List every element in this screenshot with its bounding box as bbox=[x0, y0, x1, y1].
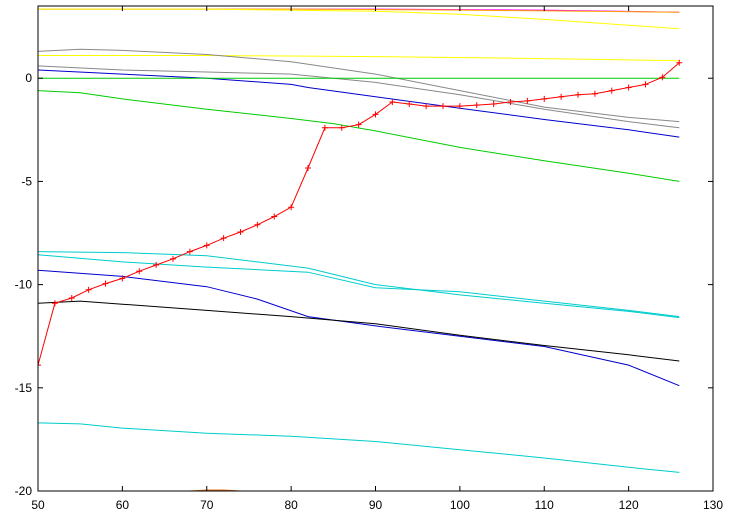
series-15-point-5 bbox=[102, 280, 109, 287]
series-15-point-2 bbox=[51, 300, 58, 307]
series-15-point-6 bbox=[119, 275, 126, 282]
x-tick-label: 110 bbox=[535, 498, 554, 512]
plot-frame bbox=[37, 5, 714, 492]
series-15-point-34 bbox=[591, 90, 598, 97]
series-15-point-29 bbox=[507, 98, 514, 105]
series-15-point-1 bbox=[38, 362, 41, 369]
series-line-14 bbox=[38, 422, 680, 473]
series-15-point-17 bbox=[305, 165, 311, 172]
series-line-4 bbox=[38, 55, 680, 62]
series-15-point-21 bbox=[372, 111, 379, 118]
series-15-point-9 bbox=[170, 255, 176, 262]
y-tick-label: -20 bbox=[15, 484, 33, 498]
series-15-point-39 bbox=[676, 59, 683, 66]
series-layer bbox=[38, 8, 683, 491]
series-15-point-20 bbox=[355, 121, 362, 128]
series-line-9 bbox=[38, 90, 680, 182]
series-15-point-11 bbox=[203, 242, 210, 249]
x-tick-label: 70 bbox=[200, 498, 214, 512]
x-tick-label: 90 bbox=[369, 498, 383, 512]
x-tick-label: 60 bbox=[116, 498, 130, 512]
series-line-10 bbox=[38, 251, 680, 319]
series-15-point-36 bbox=[625, 84, 632, 91]
series-15-point-26 bbox=[456, 103, 463, 110]
series-15-point-33 bbox=[575, 91, 581, 98]
series-15-point-23 bbox=[406, 101, 413, 108]
y-axis: 0 -5 -10 -15 -20 bbox=[15, 71, 713, 498]
series-15-point-7 bbox=[136, 268, 143, 275]
series-15-point-13 bbox=[237, 228, 244, 235]
series-line-13 bbox=[38, 300, 680, 362]
x-axis: 50 60 70 80 90 100 110 120 130 bbox=[31, 6, 723, 512]
series-15-point-22 bbox=[389, 98, 396, 105]
series-15-point-3 bbox=[68, 295, 75, 302]
series-15-point-10 bbox=[186, 248, 193, 255]
x-tick-label: 120 bbox=[619, 498, 639, 512]
series-15-point-28 bbox=[490, 101, 497, 108]
series-15-point-27 bbox=[473, 102, 480, 109]
x-tick-label: 80 bbox=[284, 498, 298, 512]
series-15-point-38 bbox=[659, 74, 666, 81]
series-15-point-31 bbox=[541, 95, 548, 102]
y-tick-label: -15 bbox=[15, 381, 33, 395]
x-tick-label: 130 bbox=[703, 498, 723, 512]
series-15-point-32 bbox=[558, 93, 565, 100]
x-tick-label: 100 bbox=[450, 498, 470, 512]
series-line-15 bbox=[38, 62, 680, 366]
series-15-point-12 bbox=[220, 235, 227, 242]
series-15-point-8 bbox=[153, 262, 160, 269]
y-tick-label: -5 bbox=[21, 174, 32, 188]
series-15-point-4 bbox=[85, 286, 92, 293]
x-tick-label: 50 bbox=[31, 498, 45, 512]
series-15-point-35 bbox=[608, 87, 615, 94]
series-15-point-19 bbox=[338, 124, 345, 131]
series-15-point-15 bbox=[271, 213, 278, 220]
series-line-5 bbox=[38, 48, 680, 123]
y-tick-label: 0 bbox=[25, 71, 32, 85]
series-15-point-30 bbox=[524, 97, 531, 104]
series-15-point-24 bbox=[423, 103, 430, 110]
series-15-point-37 bbox=[642, 81, 649, 88]
series-line-12 bbox=[38, 269, 680, 387]
series-15-point-18 bbox=[321, 124, 328, 131]
series-15-point-14 bbox=[254, 221, 261, 228]
series-15-point-25 bbox=[440, 103, 446, 110]
y-tick-label: -10 bbox=[15, 278, 33, 292]
series-line-6 bbox=[38, 65, 680, 129]
series-line-11 bbox=[38, 254, 680, 318]
series-15-point-16 bbox=[288, 204, 295, 211]
series-line-7 bbox=[38, 69, 680, 138]
series-line-3 bbox=[38, 8, 680, 30]
